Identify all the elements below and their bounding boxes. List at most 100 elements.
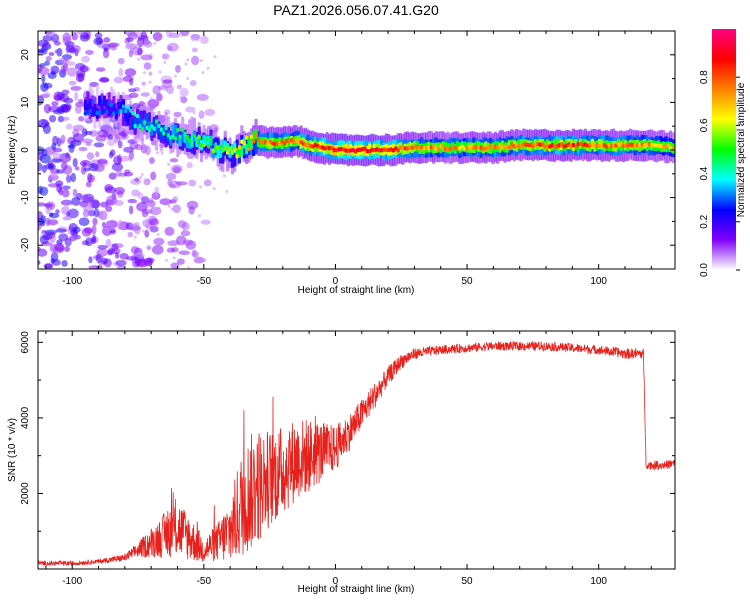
noise-blob [93, 142, 105, 148]
noise-blob [51, 101, 59, 107]
noise-blob [47, 183, 60, 188]
ridge-cell [90, 99, 95, 104]
ridge-cell [183, 131, 187, 136]
noise-speckle [160, 151, 164, 155]
noise-blob [86, 152, 95, 160]
noise-blob [83, 227, 94, 234]
noise-blob [64, 237, 72, 247]
ridge-cell [181, 127, 185, 132]
noise-blob [88, 256, 93, 264]
noise-speckle [197, 214, 201, 218]
noise-blob [127, 231, 134, 238]
ridge-cell [204, 136, 208, 142]
ridge-cell [164, 126, 168, 131]
noise-blob [48, 114, 57, 123]
noise-blob [81, 55, 90, 63]
ridge-cell [242, 141, 246, 146]
noise-blob [131, 189, 140, 197]
ridge-cell [105, 99, 109, 110]
noise-speckle [163, 60, 167, 64]
noise-blob [42, 124, 51, 135]
noise-blob [41, 74, 46, 84]
noise-blob [148, 71, 153, 76]
noise-blob [192, 251, 200, 258]
noise-blob [117, 219, 124, 230]
noise-blob [53, 91, 63, 102]
noise-blob [41, 164, 47, 173]
noise-blob [189, 79, 197, 87]
noise-blob [172, 204, 181, 213]
noise-speckle [196, 38, 200, 42]
noise-blob [115, 259, 127, 267]
noise-blob [108, 151, 114, 159]
ridge-cell [138, 124, 142, 129]
noise-blob [44, 203, 53, 208]
noise-blob [113, 155, 122, 166]
ridge-cell [154, 119, 159, 124]
noise-blob [39, 153, 51, 164]
noise-speckle [155, 151, 159, 155]
noise-blob [117, 57, 125, 65]
noise-blob [108, 42, 120, 47]
noise-blob [76, 31, 88, 36]
noise-speckle [186, 77, 190, 81]
noise-blob [134, 144, 143, 151]
noise-blob [159, 198, 172, 206]
noise-blob [102, 48, 110, 59]
ridge-cell [100, 100, 104, 105]
noise-blob [175, 235, 187, 246]
snr-series-line [38, 340, 675, 567]
ridge-cell [145, 113, 149, 124]
noise-blob [178, 250, 191, 256]
noise-blob [62, 216, 72, 221]
noise-blob [106, 195, 118, 206]
noise-speckle [180, 259, 184, 263]
noise-speckle [162, 54, 166, 58]
noise-blob [85, 181, 92, 188]
noise-blob [156, 93, 163, 102]
ridge-cell [211, 148, 216, 154]
noise-speckle [170, 207, 174, 211]
noise-blob [61, 189, 70, 198]
noise-blob [164, 226, 175, 236]
noise-blob [140, 31, 148, 41]
noise-blob [61, 185, 71, 190]
noise-blob [42, 234, 53, 241]
ridge-cell [195, 139, 199, 144]
snr-x-ticks: -100 -50 0 50 100 [45, 331, 652, 587]
snr-plot-area [38, 331, 675, 569]
ridge-cell [233, 147, 237, 152]
noise-blob [103, 36, 111, 43]
x-tick-label: 0 [333, 576, 339, 587]
noise-blob [150, 171, 157, 181]
noise-blob [44, 60, 50, 66]
noise-speckle [136, 57, 140, 61]
noise-blob [100, 201, 109, 208]
noise-blob [55, 209, 60, 214]
ridge-cell [188, 138, 192, 143]
noise-blob [67, 208, 79, 219]
noise-blob [81, 138, 94, 144]
noise-blob [115, 167, 122, 177]
noise-blob [60, 161, 68, 171]
noise-blob [141, 196, 150, 204]
noise-blob [91, 224, 97, 235]
noise-blob [165, 31, 173, 38]
noise-speckle [143, 71, 147, 75]
noise-blob [82, 161, 87, 166]
noise-blob [125, 256, 137, 261]
noise-blob [45, 217, 51, 227]
noise-blob [108, 172, 117, 180]
noise-blob [58, 116, 70, 121]
noise-speckle [138, 206, 142, 210]
noise-blob [71, 31, 78, 41]
noise-blob [56, 169, 65, 174]
noise-blob [114, 186, 125, 195]
noise-blob [54, 242, 65, 252]
noise-blob [62, 63, 69, 72]
noise-blob [72, 157, 78, 168]
noise-blob [128, 92, 139, 98]
noise-blob [180, 230, 191, 237]
ridge-cell [507, 145, 512, 150]
ridge-cell [190, 143, 194, 148]
